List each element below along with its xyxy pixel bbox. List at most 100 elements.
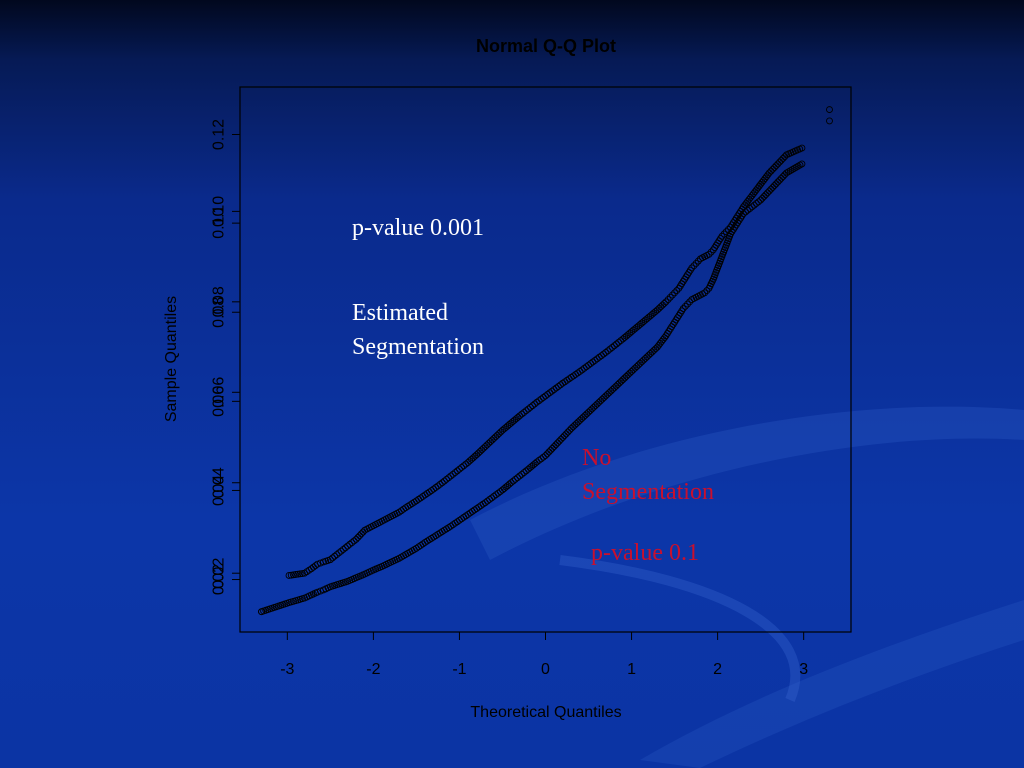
no-segmentation-point bbox=[493, 431, 501, 439]
no-segmentation-point bbox=[490, 434, 498, 442]
estimated-segmentation-point bbox=[578, 415, 586, 423]
x-tick-label: 3 bbox=[799, 661, 808, 678]
no-segmentation-point bbox=[329, 554, 336, 562]
y-alt-tick-label: 0.02 bbox=[211, 564, 228, 595]
no-segmentation-point bbox=[298, 570, 306, 577]
estimated-segmentation-point bbox=[569, 423, 577, 431]
estimated-segmentation-point bbox=[585, 408, 592, 416]
no-segmentation-point bbox=[440, 477, 448, 485]
estimated-segmentation-point bbox=[430, 533, 438, 541]
estimated-segmentation-point bbox=[631, 364, 639, 372]
estimated-segmentation-point bbox=[574, 418, 582, 426]
no-segmentation-point bbox=[610, 342, 618, 350]
estimated-segmentation-point bbox=[621, 374, 629, 382]
estimated-segmentation-point bbox=[543, 450, 551, 458]
estimated-segmentation-point bbox=[443, 525, 450, 533]
no-segmentation-point bbox=[613, 340, 620, 348]
estimated-segmentation-point bbox=[423, 537, 431, 545]
no-segmentation-point bbox=[779, 155, 787, 162]
x-tick-label: -1 bbox=[452, 661, 466, 678]
no-segmentation-point bbox=[724, 226, 732, 233]
estimated-segmentation-point bbox=[757, 196, 765, 204]
estimated-segmentation-point bbox=[436, 529, 444, 537]
no-segmentation-point bbox=[608, 343, 616, 351]
no-segmentation-point bbox=[331, 552, 339, 560]
estimated-segmentation-point bbox=[765, 187, 773, 195]
no-segmentation-point bbox=[337, 547, 345, 555]
y-tick-label: 0.08 bbox=[211, 286, 228, 317]
no-segmentation-point bbox=[285, 572, 293, 579]
no-segmentation-point bbox=[495, 430, 503, 437]
estimated-segmentation-point bbox=[617, 377, 625, 385]
no-segmentation-point bbox=[292, 571, 300, 578]
estimated-segmentation-point bbox=[507, 479, 515, 487]
estimated-segmentation-point bbox=[548, 444, 556, 452]
no-segmentation-point bbox=[453, 467, 461, 475]
no-segmentation-point bbox=[660, 300, 668, 307]
estimated-segmentation-label: Estimated Segmentation bbox=[352, 300, 484, 360]
estimated-segmentation-point bbox=[796, 161, 804, 169]
no-segmentation-point bbox=[356, 532, 364, 540]
no-segmentation-point bbox=[772, 162, 780, 170]
no-segmentation-point bbox=[531, 400, 539, 408]
estimated-segmentation-point bbox=[638, 358, 646, 366]
no-segmentation-point bbox=[354, 534, 362, 541]
y-axis-label: Sample Quantiles bbox=[163, 296, 180, 422]
no-segmentation-point bbox=[600, 350, 608, 358]
no-segmentation-point bbox=[445, 474, 453, 482]
no-segmentation-point bbox=[694, 257, 702, 265]
no-segmentation-point bbox=[481, 443, 489, 451]
estimated-segmentation-point bbox=[686, 298, 694, 306]
no-segmentation-point bbox=[606, 345, 614, 353]
no-segmentation-point bbox=[666, 293, 674, 301]
estimated-segmentation-point bbox=[567, 425, 575, 432]
estimated-segmentation-point bbox=[560, 432, 568, 440]
no-segmentation-point bbox=[309, 563, 317, 571]
no-segmentation-point bbox=[798, 144, 806, 152]
estimated-segmentation-point bbox=[539, 453, 547, 461]
no-segmentation-point bbox=[722, 228, 730, 236]
estimated-pvalue-label: p-value 0.001 bbox=[352, 215, 484, 241]
estimated-segmentation-point bbox=[542, 452, 549, 460]
estimated-segmentation-point bbox=[573, 420, 580, 428]
y-alt-tick-label: 0.12 bbox=[211, 119, 228, 150]
no-segmentation-point bbox=[602, 349, 610, 356]
no-segmentation-point bbox=[662, 298, 670, 306]
no-segmentation-point bbox=[664, 296, 672, 304]
no-segmentation-point bbox=[492, 433, 500, 441]
no-segmentation-point bbox=[692, 259, 700, 267]
no-segmentation-point bbox=[357, 530, 365, 538]
estimated-segmentation-point bbox=[770, 182, 778, 190]
y-tick-label: 0.04 bbox=[211, 467, 228, 498]
y-tick-label: 0.10 bbox=[211, 196, 228, 227]
estimated-segmentation-point bbox=[783, 169, 790, 177]
x-tick-label: -2 bbox=[366, 661, 380, 678]
estimated-segmentation-point bbox=[571, 421, 579, 429]
no-segmentation-point bbox=[524, 405, 532, 413]
no-segmentation-point bbox=[690, 262, 698, 270]
swoosh-band-upper bbox=[470, 406, 1024, 560]
no-segmentation-point bbox=[516, 412, 524, 420]
estimated-segmentation-point bbox=[636, 359, 644, 367]
estimated-segmentation-point bbox=[605, 389, 613, 397]
no-segmentation-point bbox=[333, 551, 341, 558]
x-tick-label: -3 bbox=[280, 661, 294, 678]
estimated-segmentation-point bbox=[750, 201, 758, 209]
estimated-segmentation-point bbox=[445, 524, 453, 531]
estimated-segmentation-point bbox=[792, 163, 800, 171]
no-segmentation-point bbox=[483, 441, 491, 449]
x-axis: -3 -2 -1 0 1 2 3 bbox=[280, 632, 808, 678]
estimated-segmentation-point bbox=[516, 472, 524, 480]
estimated-segmentation-point bbox=[511, 475, 519, 483]
y-alt-tick-label: 0.08 bbox=[211, 297, 228, 328]
no-segmentation-point bbox=[777, 156, 785, 164]
no-segmentation-point bbox=[344, 542, 352, 550]
plot-frame bbox=[239, 86, 852, 633]
no-segmentation-point bbox=[326, 556, 334, 564]
no-segmentation-point bbox=[447, 472, 455, 480]
estimated-segmentation-point bbox=[755, 198, 762, 206]
no-segmentation-point bbox=[455, 465, 463, 473]
estimated-segmentation-point bbox=[703, 287, 711, 294]
estimated-segmentation-point bbox=[752, 200, 760, 207]
no-segmentation-label: No Segmentation bbox=[582, 445, 714, 505]
